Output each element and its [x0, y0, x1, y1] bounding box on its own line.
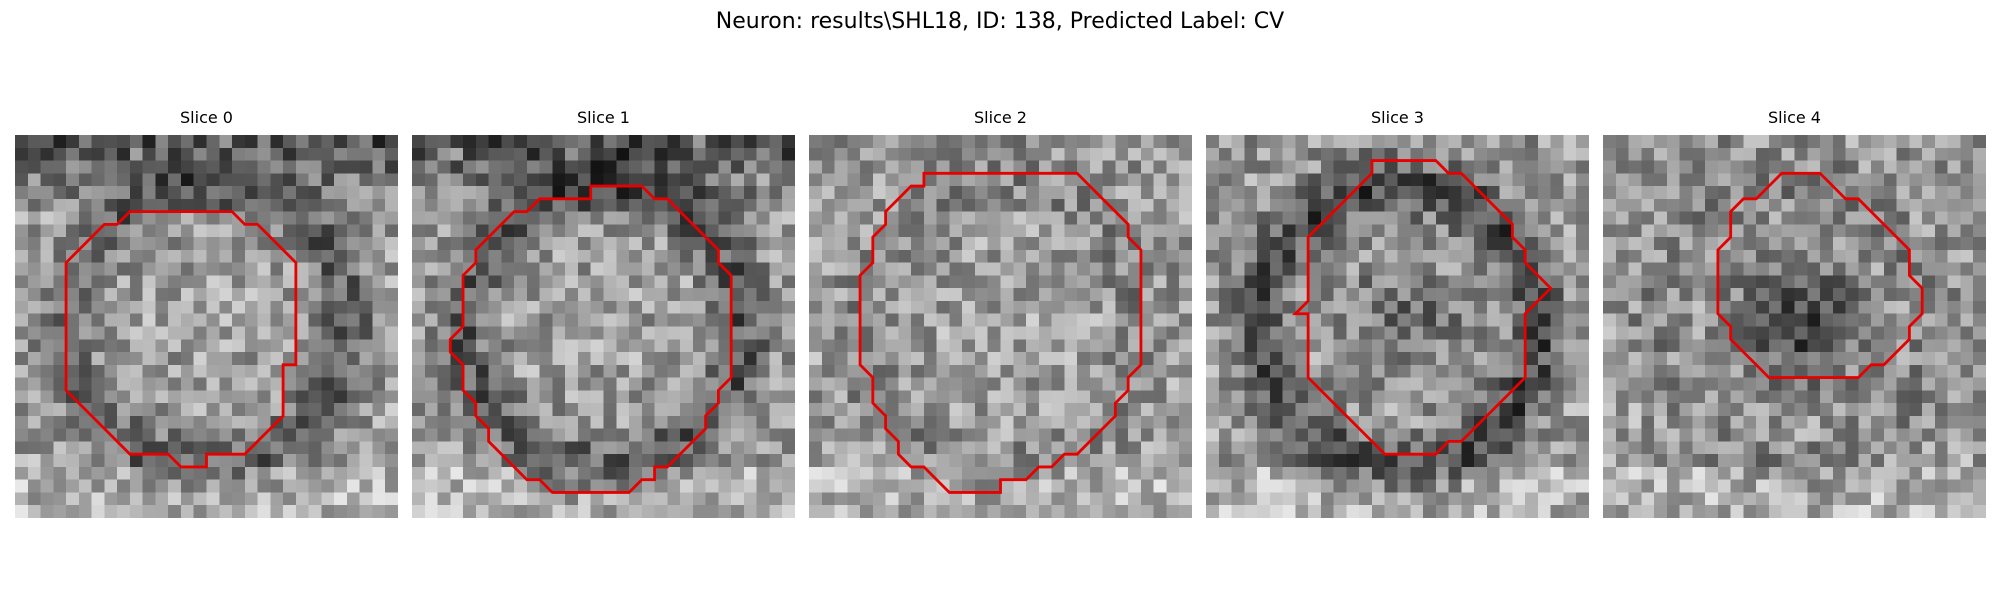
slice-image-4	[1603, 135, 1986, 518]
slice-title-1: Slice 1	[577, 108, 630, 127]
slice-title-3: Slice 3	[1371, 108, 1424, 127]
slice-image-0	[15, 135, 398, 518]
slice-panel-3: Slice 3	[1206, 108, 1589, 518]
slice-panel-0: Slice 0	[15, 108, 398, 518]
slice-title-4: Slice 4	[1768, 108, 1821, 127]
slice-title-2: Slice 2	[974, 108, 1027, 127]
slice-title-0: Slice 0	[180, 108, 233, 127]
slice-image-1	[412, 135, 795, 518]
slice-panel-1: Slice 1	[412, 108, 795, 518]
slice-panel-4: Slice 4	[1603, 108, 1986, 518]
figure-title: Neuron: results\SHL18, ID: 138, Predicte…	[715, 9, 1285, 34]
slice-panel-2: Slice 2	[809, 108, 1192, 518]
slice-image-3	[1206, 135, 1589, 518]
slice-image-2	[809, 135, 1192, 518]
